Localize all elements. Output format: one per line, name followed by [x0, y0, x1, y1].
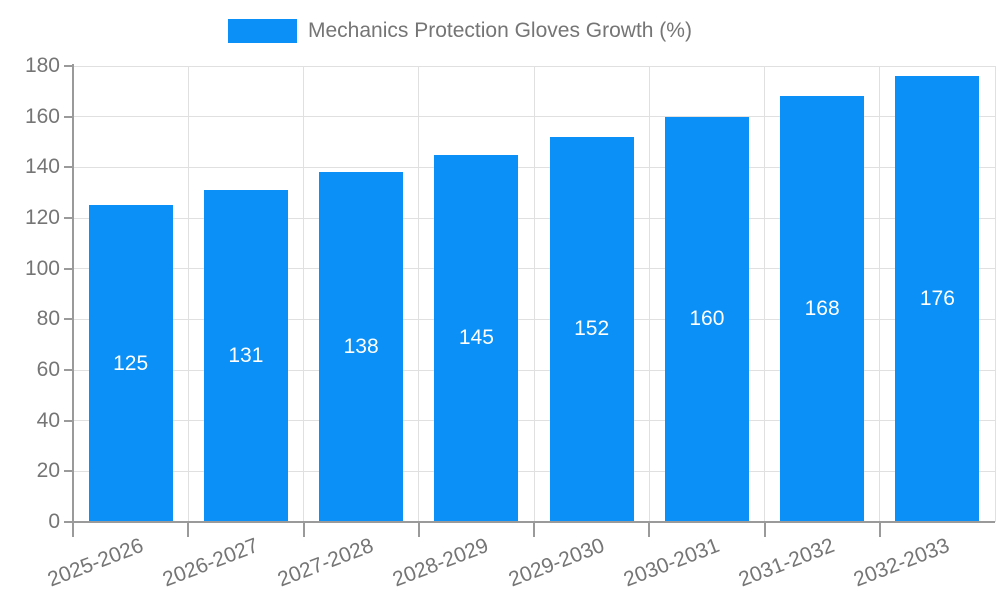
x-axis-tick: [878, 523, 881, 537]
y-axis-tick-label: 20: [36, 459, 60, 483]
gridline-vertical: [764, 66, 765, 522]
x-axis-tick: [302, 523, 305, 537]
y-axis-tick-label: 60: [36, 358, 60, 381]
y-axis-tick: [64, 419, 73, 422]
y-axis-tick: [64, 470, 73, 473]
x-axis-tick: [187, 523, 190, 537]
y-axis-tick: [64, 65, 73, 67]
y-axis-tick-label: 80: [36, 307, 60, 331]
legend-label[interactable]: Mechanics Protection Gloves Growth (%): [308, 19, 692, 42]
gridline-vertical: [187, 66, 189, 522]
bar[interactable]: [664, 116, 749, 522]
x-axis-tick: [533, 523, 535, 537]
bar-value-label: 125: [113, 351, 149, 375]
y-axis-tick-label: 120: [24, 206, 60, 229]
y-axis-tick: [64, 267, 73, 270]
bar-value-label: 145: [458, 326, 494, 350]
bar[interactable]: [319, 172, 404, 522]
y-axis-tick-label: 100: [24, 256, 60, 280]
bar[interactable]: [88, 205, 173, 522]
legend-swatch[interactable]: [228, 19, 297, 43]
y-axis-tick-label: 0: [48, 510, 60, 533]
bar-value-label: 160: [689, 307, 725, 331]
y-axis-tick-label: 160: [24, 104, 60, 128]
bar[interactable]: [203, 190, 288, 522]
bar-value-label: 131: [228, 344, 264, 368]
y-axis-tick: [64, 115, 73, 118]
gridline-vertical: [303, 66, 304, 522]
bar[interactable]: [780, 96, 865, 522]
y-axis-tick: [64, 166, 73, 169]
bar[interactable]: [895, 76, 980, 522]
gridline-vertical: [533, 66, 535, 522]
y-axis-tick: [64, 521, 73, 523]
y-axis-tick-label: 140: [24, 155, 60, 179]
y-axis-tick: [64, 369, 73, 371]
y-axis-tick: [64, 217, 73, 219]
x-axis-line: [73, 521, 995, 523]
gridline-vertical: [994, 66, 996, 522]
x-axis-tick: [648, 523, 651, 537]
y-axis-tick: [64, 318, 73, 321]
bar[interactable]: [434, 154, 519, 522]
gridline-vertical: [879, 66, 881, 522]
gridline-vertical: [418, 66, 420, 522]
legend: Mechanics Protection Gloves Growth (%): [228, 19, 692, 43]
y-axis-line: [72, 64, 74, 537]
y-axis-tick-label: 40: [36, 408, 60, 432]
bar-value-label: 168: [804, 297, 840, 321]
bar-value-label: 138: [343, 335, 379, 359]
bar-value-label: 152: [574, 317, 610, 341]
x-axis-tick: [417, 523, 420, 537]
gridline-vertical: [648, 66, 650, 522]
bar[interactable]: [549, 136, 634, 522]
x-axis-tick: [763, 523, 766, 537]
y-axis-tick-label: 180: [24, 54, 60, 77]
bar-value-label: 176: [919, 287, 955, 311]
